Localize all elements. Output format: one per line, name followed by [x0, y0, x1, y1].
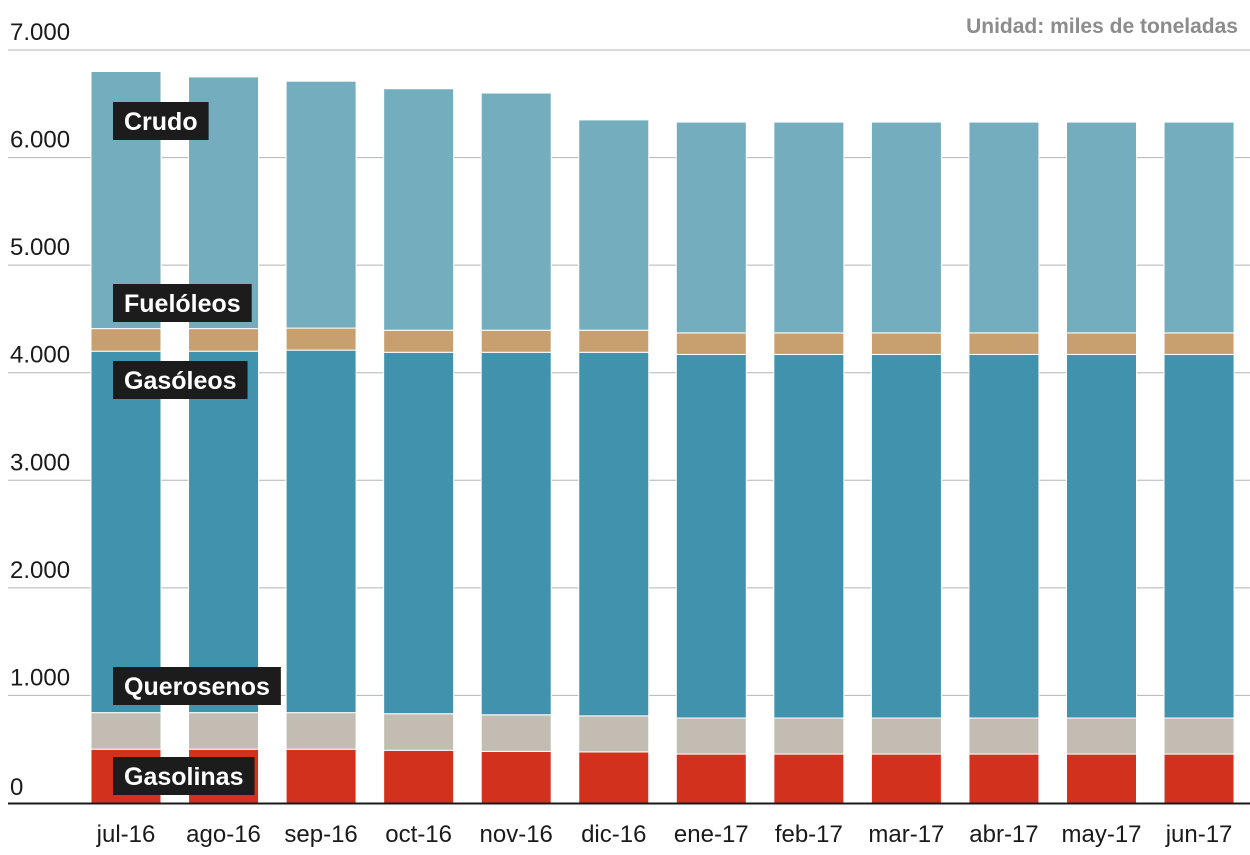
bar-segment-gasolinas	[285, 748, 357, 804]
x-tick-label: oct-16	[385, 821, 452, 848]
x-tick-label: dic-16	[581, 821, 646, 848]
x-tick-label: nov-16	[480, 821, 553, 848]
bar-segment-gasolinas	[675, 753, 747, 804]
series-tag-background	[113, 757, 255, 795]
x-tick-label: may-17	[1061, 821, 1141, 848]
bar-segment-gasoleos	[773, 353, 845, 719]
series-tag-background	[113, 102, 209, 140]
bar-segment-querosenos	[1163, 717, 1235, 755]
x-tick-label: ene-17	[674, 821, 749, 848]
bar-segment-gasoleos	[188, 350, 260, 714]
bar-stacks	[8, 71, 1250, 805]
x-tick-label: jul-16	[96, 821, 156, 848]
x-tick-label: feb-17	[775, 821, 843, 848]
bar-segment-gasoleos	[383, 351, 455, 715]
series-tag-label: Gasolinas	[124, 763, 244, 791]
series-tag: Gasolinas	[113, 757, 255, 795]
bar-segment-gasolinas	[480, 750, 552, 804]
bar-segment-fueloleos	[480, 329, 552, 353]
y-tick-label: 2.000	[10, 557, 70, 584]
bar-segment-gasolinas	[383, 749, 455, 804]
bar-segment-gasoleos	[480, 351, 552, 716]
bar-segment-crudo	[383, 88, 455, 331]
bar-segment-crudo	[480, 92, 552, 331]
series-tag-label: Fuelóleos	[124, 290, 241, 318]
bar-segment-fueloleos	[578, 329, 650, 353]
bar-segment-querosenos	[870, 717, 942, 755]
bar-segment-gasoleos	[578, 351, 650, 717]
y-tick-label: 7.000	[10, 19, 70, 46]
bar-segment-gasoleos	[675, 353, 747, 719]
series-tag-background	[113, 361, 248, 399]
x-tick-label: jun-17	[1165, 821, 1233, 848]
bar-segment-gasolinas	[578, 751, 650, 804]
bar-segment-crudo	[675, 121, 747, 334]
bar-segment-fueloleos	[1066, 332, 1137, 355]
bar-segment-fueloleos	[285, 327, 357, 351]
x-axis-ticks: jul-16 ago-16 sep-16 oct-16 nov-16 dic-16 ene-…	[96, 821, 1233, 848]
bar-segment-fueloleos	[188, 328, 260, 352]
bar-segment-fueloleos	[1163, 332, 1235, 355]
y-axis-ticks: 0 1.000 2.000 3.000 4.000 5.000 6.000 7.000	[10, 19, 70, 801]
bar-segment-querosenos	[675, 717, 747, 755]
y-tick-label: 3.000	[10, 449, 70, 476]
x-tick-label: sep-16	[284, 821, 357, 848]
bar-segment-querosenos	[773, 717, 845, 755]
bar-segment-gasoleos	[1066, 353, 1137, 719]
bar-segment-crudo	[870, 121, 942, 334]
bar-segment-fueloleos	[968, 332, 1040, 355]
bar-segment-fueloleos	[870, 332, 942, 355]
bar-segment-querosenos	[480, 714, 552, 752]
y-tick-label: 1.000	[10, 664, 70, 691]
bar-segment-gasoleos	[968, 353, 1040, 719]
series-tag-background	[113, 284, 252, 322]
x-tick-label: abr-17	[969, 821, 1038, 848]
series-tag-label: Crudo	[124, 108, 198, 136]
bar-segment-querosenos	[90, 712, 162, 750]
bar-segment-gasolinas	[773, 753, 845, 804]
series-tag-label: Querosenos	[124, 673, 270, 701]
bar-segment-fueloleos	[675, 332, 747, 355]
bar-segment-crudo	[773, 121, 845, 334]
bar-segment-querosenos	[285, 712, 357, 750]
series-labels: Gasolinas Querosenos Gasóleos Fuelóleos Crud…	[113, 102, 281, 795]
bar-segment-crudo	[1163, 121, 1235, 334]
bar-segment-gasolinas	[870, 753, 942, 804]
bar-segment-gasoleos	[285, 349, 357, 714]
bar-segment-crudo	[285, 80, 357, 329]
bar-segment-querosenos	[968, 717, 1040, 755]
y-tick-label: 4.000	[10, 342, 70, 369]
bar-segment-gasolinas	[968, 753, 1040, 804]
bar-segment-gasolinas	[1163, 753, 1235, 804]
bar-segment-fueloleos	[383, 329, 455, 353]
series-tag-label: Gasóleos	[124, 367, 237, 395]
unit-label: Unidad: miles de toneladas	[966, 15, 1238, 38]
bar-segment-fueloleos	[773, 332, 845, 355]
y-tick-label: 0	[10, 774, 23, 801]
series-tag: Querosenos	[113, 667, 281, 705]
series-tag: Fuelóleos	[113, 284, 252, 322]
x-tick-label: mar-17	[868, 821, 944, 848]
bar-segment-fueloleos	[90, 328, 162, 352]
bar-segment-querosenos	[1066, 717, 1137, 755]
series-tag: Crudo	[113, 102, 209, 140]
bar-segment-querosenos	[188, 712, 260, 750]
bar-segment-querosenos	[383, 713, 455, 751]
bar-segment-gasoleos	[870, 353, 942, 719]
y-tick-label: 6.000	[10, 127, 70, 154]
bar-segment-crudo	[1066, 121, 1137, 334]
y-tick-label: 5.000	[10, 234, 70, 261]
bar-segment-gasoleos	[1163, 353, 1235, 719]
series-tag-background	[113, 667, 281, 705]
bar-segment-crudo	[578, 119, 650, 331]
bar-segment-querosenos	[578, 715, 650, 753]
bar-segment-gasolinas	[1066, 753, 1137, 804]
bar-segment-gasoleos	[90, 350, 162, 714]
series-tag: Gasóleos	[113, 361, 248, 399]
bar-segment-crudo	[968, 121, 1040, 334]
x-tick-label: ago-16	[186, 821, 261, 848]
